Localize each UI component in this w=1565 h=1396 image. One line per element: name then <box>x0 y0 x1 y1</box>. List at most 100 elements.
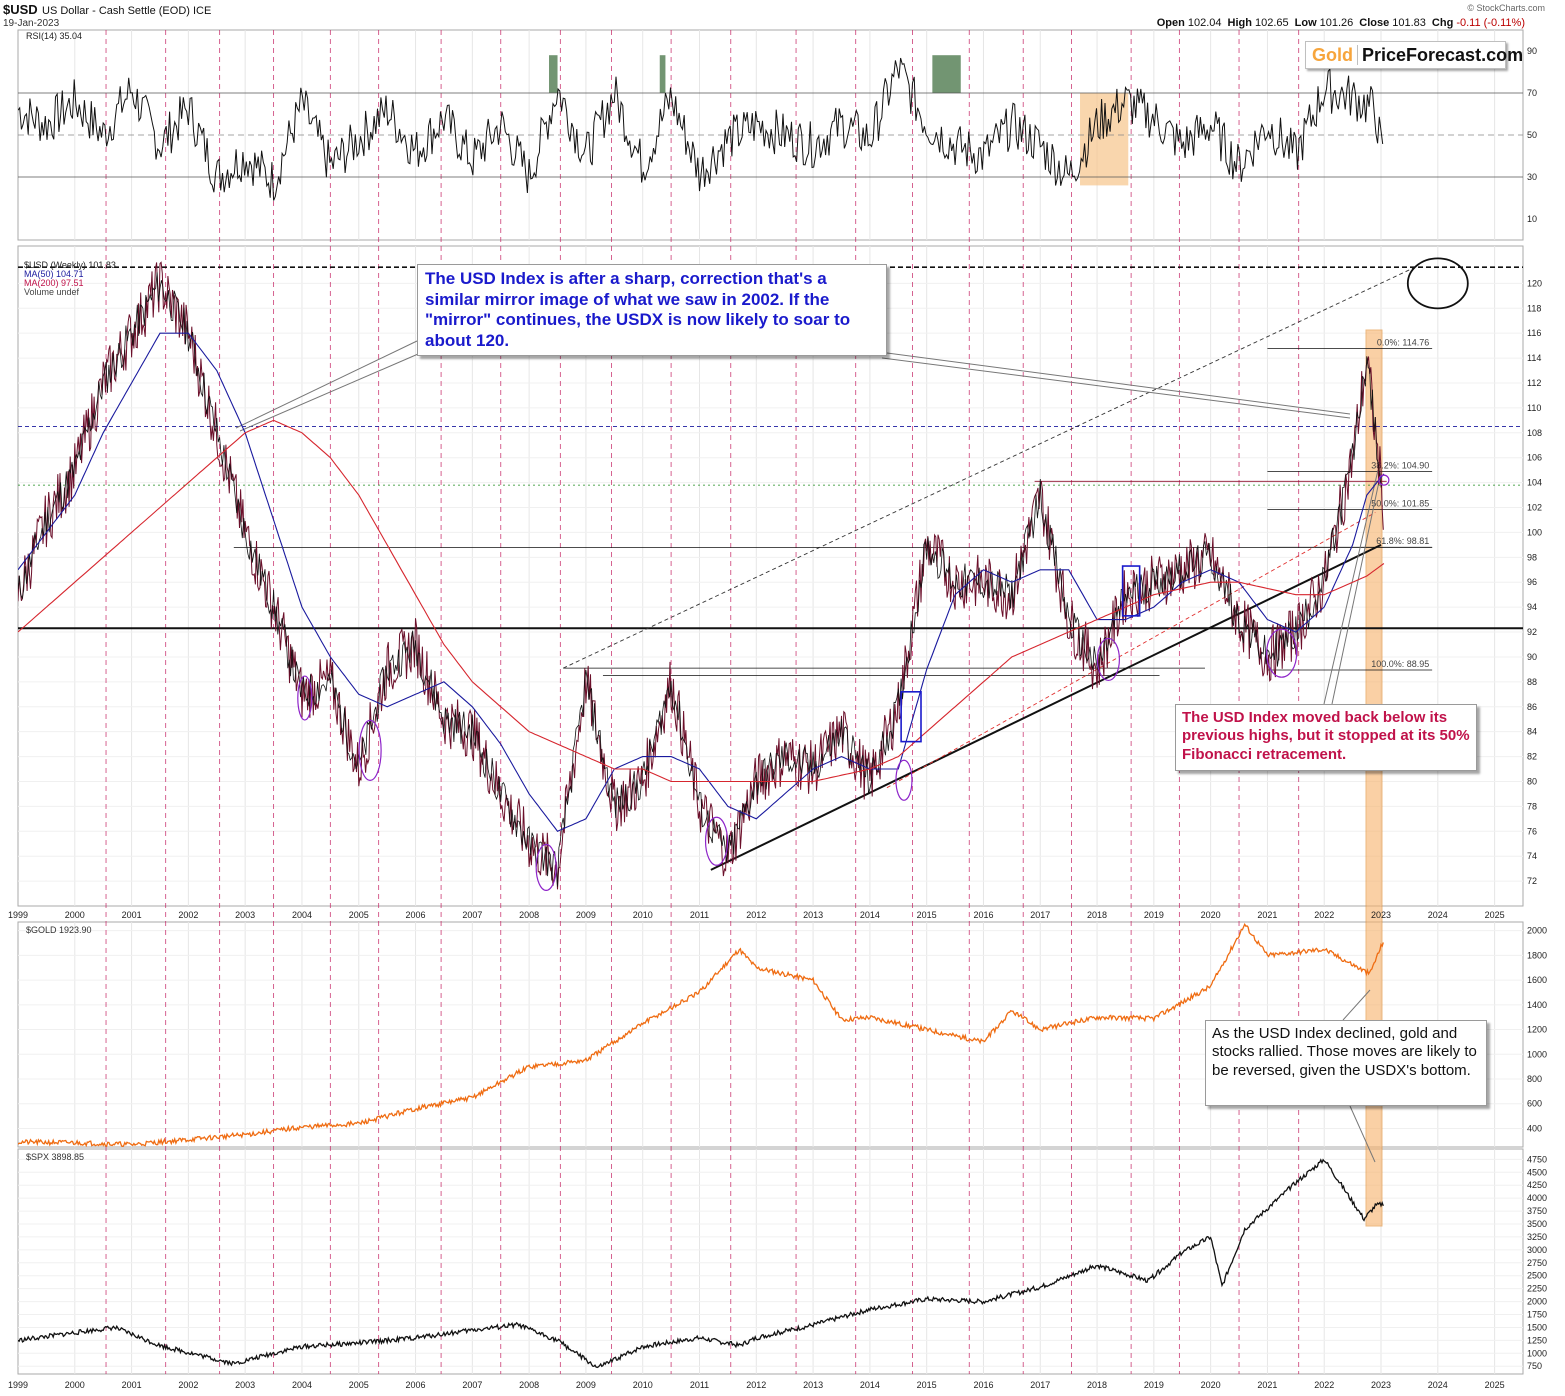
usd-legend: MA(200) 97.51 <box>24 278 84 288</box>
usd-x-tick-label: 2002 <box>178 910 198 920</box>
gold-tick-label: 2000 <box>1527 926 1547 936</box>
high-value: 102.65 <box>1255 17 1289 29</box>
date-label: 19-Jan-2023 <box>3 18 60 29</box>
chg-value: -0.11 (-0.11%) <box>1456 17 1525 29</box>
spx-x-tick-label: 2025 <box>1485 1380 1505 1390</box>
usd-x-tick-label: 2009 <box>576 910 596 920</box>
logo-gold-text: Gold <box>1312 45 1353 65</box>
usd-tick-label: 112 <box>1527 378 1541 388</box>
spx-tick-label: 3500 <box>1527 1219 1547 1229</box>
usd-price-bars <box>18 272 1383 887</box>
open-value: 102.04 <box>1188 17 1222 29</box>
gold-tick-label: 1800 <box>1527 950 1547 960</box>
usd-tick-label: 86 <box>1527 702 1537 712</box>
spx-x-tick-label: 2016 <box>973 1380 993 1390</box>
highlight-circle <box>895 759 913 801</box>
blue-box-2014 <box>900 691 922 743</box>
gold-line <box>18 922 1384 1147</box>
gold-tick-label: 1400 <box>1527 1000 1547 1010</box>
ohlc-readout: Open 102.04 High 102.65 Low 101.26 Close 101.83… <box>1157 17 1525 29</box>
source-label: © StockCharts.com <box>1467 3 1545 13</box>
usd-x-tick-label: 2007 <box>462 910 482 920</box>
rsi-overbought-fill <box>659 55 666 93</box>
usd-tick-label: 90 <box>1527 652 1537 662</box>
rsi-tick-label: 90 <box>1527 46 1537 56</box>
rsi-tick-label: 30 <box>1527 172 1537 182</box>
usd-tick-label: 106 <box>1527 453 1542 463</box>
usd-panel-frame <box>17 245 1524 907</box>
axis-layer: 10 30 50 70 90 72 74 76 78 80 82 84 86 88 90 92 94 96 98 10… <box>8 46 1547 1390</box>
rsi-tick-label: 50 <box>1527 130 1537 140</box>
spx-x-tick-label: 2022 <box>1314 1380 1334 1390</box>
usd-tick-label: 72 <box>1527 876 1537 886</box>
spx-tick-label: 2000 <box>1527 1297 1547 1307</box>
usd-tick-label: 118 <box>1527 303 1541 313</box>
trendline-layer: 0.0%: 114.76 38.2%: 104.90 50.0%: 101.85 61… <box>18 30 1523 1374</box>
low-label: Low <box>1295 17 1317 29</box>
gold-stocks-annotation-box: As the USD Index declined, gold and stoc… <box>1205 1020 1487 1106</box>
usd-tick-label: 116 <box>1527 328 1541 338</box>
usd-x-tick-label: 2015 <box>917 910 937 920</box>
usd-legend: Volume undef <box>24 287 80 297</box>
usd-x-tick-label: 2017 <box>1030 910 1050 920</box>
annotation-pointer <box>235 340 418 429</box>
usd-tick-label: 78 <box>1527 801 1537 811</box>
usd-x-tick-label: 2022 <box>1314 910 1334 920</box>
usd-x-tick-label: 2013 <box>803 910 823 920</box>
usd-x-tick-label: 2010 <box>633 910 653 920</box>
highlight-circle <box>704 816 729 866</box>
usd-x-tick-label: 2019 <box>1144 910 1164 920</box>
fib-label: 38.2%: 104.90 <box>1371 460 1429 470</box>
usd-x-tick-label: 2004 <box>292 910 312 920</box>
markup-layer <box>297 257 1469 891</box>
recent-period-highlight <box>1365 329 1383 1227</box>
usd-x-tick-label: 2018 <box>1087 910 1107 920</box>
grid-layer <box>18 30 1523 1374</box>
usd-tick-label: 84 <box>1527 727 1537 737</box>
usd-tick-label: 120 <box>1527 278 1542 288</box>
spx-tick-label: 3750 <box>1527 1206 1547 1216</box>
spx-x-tick-label: 2020 <box>1201 1380 1221 1390</box>
gold-panel-frame <box>17 921 1524 1148</box>
mirror-annotation-box: The USD Index is after a sharp, correcti… <box>417 264 887 356</box>
spx-tick-label: 3000 <box>1527 1245 1547 1255</box>
spx-x-tick-label: 2009 <box>576 1380 596 1390</box>
usd-tick-label: 108 <box>1527 428 1542 438</box>
annotation-pointer <box>881 357 1351 419</box>
rising-support-trendline <box>710 543 1382 871</box>
usd-x-tick-label: 2001 <box>122 910 142 920</box>
spx-x-tick-label: 2006 <box>406 1380 426 1390</box>
spx-x-tick-label: 2011 <box>690 1380 709 1390</box>
usd-x-tick-label: 2025 <box>1485 910 1505 920</box>
rsi-tick-label: 70 <box>1527 88 1537 98</box>
symbol-label: $USD <box>3 2 38 17</box>
usd-x-tick-label: 2005 <box>349 910 369 920</box>
rsi-line <box>18 57 1384 201</box>
series-layer <box>18 57 1385 1369</box>
spx-x-tick-label: 2013 <box>803 1380 823 1390</box>
spx-x-tick-label: 2008 <box>519 1380 539 1390</box>
goldpriceforecast-logo: Gold PriceForecast.com <box>1305 41 1524 69</box>
spx-tick-label: 3250 <box>1527 1232 1547 1242</box>
spx-x-tick-label: 2012 <box>746 1380 766 1390</box>
gold-legend: $GOLD 1923.90 <box>26 925 92 935</box>
usd-x-tick-label: 2011 <box>690 910 709 920</box>
close-value: 101.83 <box>1392 17 1426 29</box>
usd-tick-label: 82 <box>1527 752 1537 762</box>
spx-legend: $SPX 3898.85 <box>26 1152 84 1162</box>
usd-tick-label: 110 <box>1527 403 1541 413</box>
usd-legend: MA(50) 104.71 <box>24 269 84 279</box>
spx-x-tick-label: 2002 <box>178 1380 198 1390</box>
gold-tick-label: 1000 <box>1527 1049 1547 1059</box>
gold-tick-label: 600 <box>1527 1099 1542 1109</box>
blue-box-2018 <box>1121 565 1141 617</box>
spx-tick-label: 1750 <box>1527 1310 1547 1320</box>
rsi-highlight-box <box>1080 93 1129 186</box>
spx-tick-label: 2750 <box>1527 1258 1547 1268</box>
ma50-line <box>18 332 1385 832</box>
annotation-pointer <box>239 350 426 432</box>
legend-layer: RSI(14) 35.04 $USD (Weekly) 101.83MA(50) … <box>24 31 116 1162</box>
rsi-overbought-fill <box>932 55 961 93</box>
usd-x-tick-label: 2014 <box>860 910 880 920</box>
